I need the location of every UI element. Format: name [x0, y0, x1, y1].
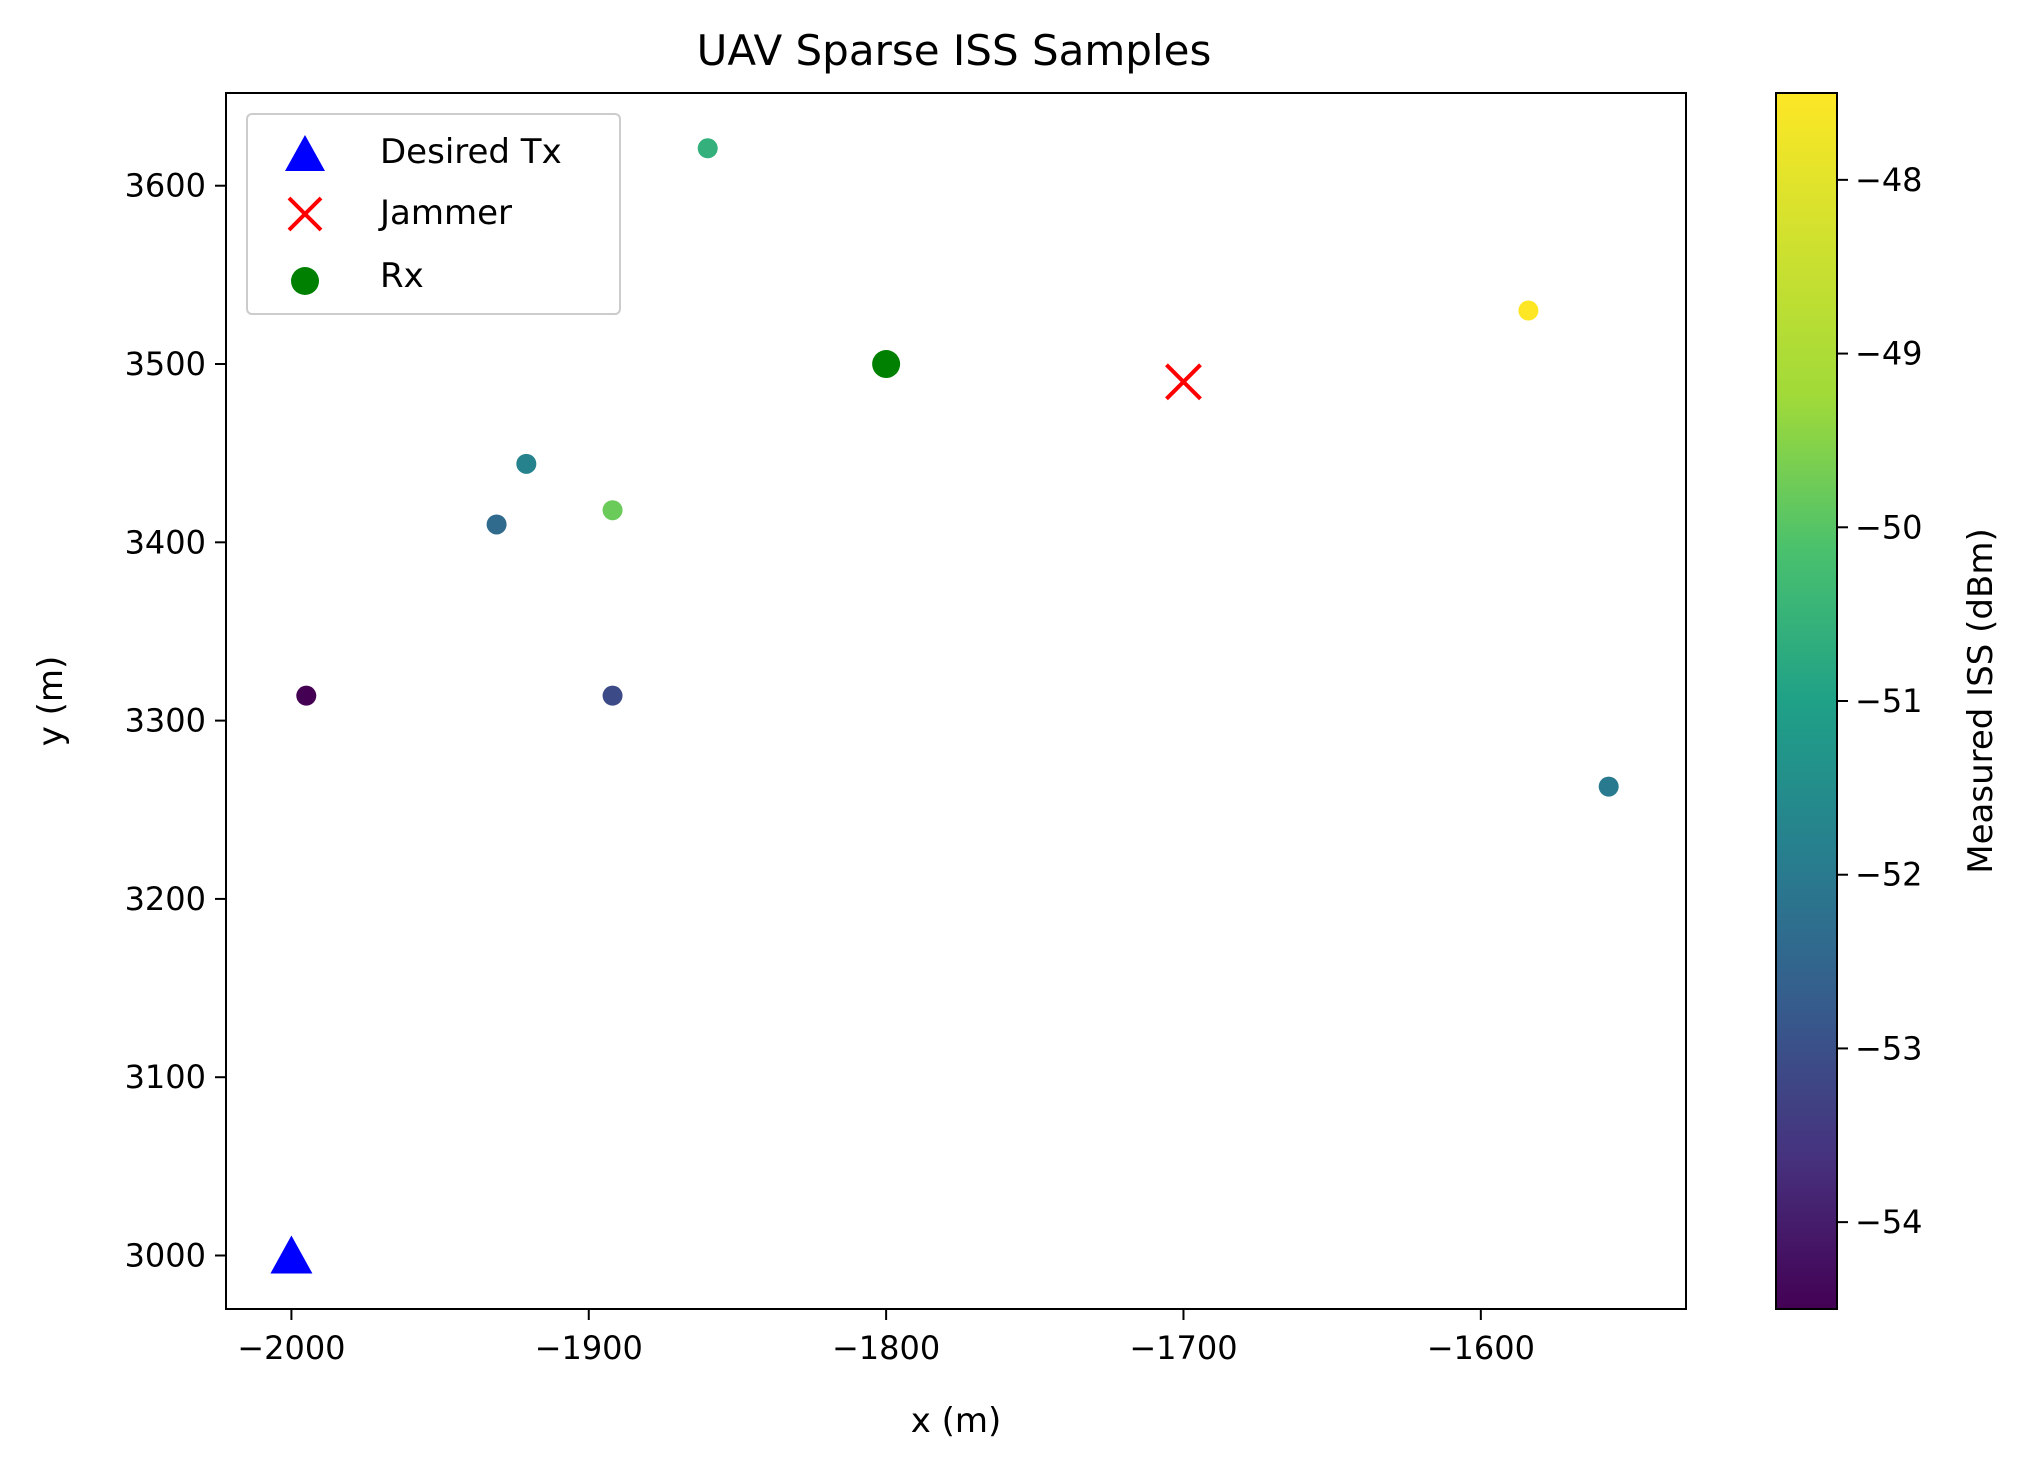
sample-point: [697, 138, 718, 159]
sample-point: [516, 453, 537, 474]
x-tick-label: −1800: [832, 1329, 940, 1367]
legend-marker-rx: [291, 267, 319, 295]
legend-frame: [246, 113, 621, 315]
y-tick-label: 3500: [125, 345, 206, 383]
chart-title: UAV Sparse ISS Samples: [697, 26, 1212, 75]
sample-point: [602, 500, 623, 521]
desired-tx-marker: [270, 1235, 313, 1274]
legend-marker-desired-tx: [285, 135, 325, 171]
colorbar-label: Measured ISS (dBm): [1961, 528, 2001, 873]
legend-label-rx: Rx: [380, 256, 424, 296]
jammer-marker: [1165, 363, 1202, 401]
sample-point: [1598, 776, 1619, 797]
legend-marker-jammer: [287, 196, 323, 232]
y-axis-label: y (m): [31, 656, 71, 747]
x-axis-ticks: −2000 −1900 −1800 −1700 −1600: [237, 1309, 1535, 1367]
y-tick-label: 3000: [125, 1237, 206, 1275]
sample-point: [602, 685, 623, 706]
y-tick-label: 3400: [125, 523, 206, 561]
x-axis-label: x (m): [911, 1401, 1002, 1441]
colorbar-tick-label: −53: [1855, 1029, 1923, 1067]
legend-label-jammer: Jammer: [378, 193, 512, 233]
colorbar-ticks: −48 −49 −50 −51 −52 −53 −54: [1837, 161, 1923, 1241]
jammer-marker-stroke: [1165, 363, 1202, 401]
special-markers: [270, 350, 1202, 1274]
x-tick-label: −1900: [535, 1329, 643, 1367]
y-axis-ticks: 3000 3100 3200 3300 3400 3500 3600: [125, 167, 226, 1275]
y-tick-label: 3600: [125, 167, 206, 205]
colorbar-tick-label: −50: [1855, 508, 1923, 546]
iss-samples: [296, 138, 1619, 797]
rx-marker: [872, 350, 901, 379]
x-tick-label: −1700: [1129, 1329, 1237, 1367]
legend-label-desired-tx: Desired Tx: [380, 132, 562, 172]
y-tick-label: 3200: [125, 880, 206, 918]
colorbar: −48 −49 −50 −51 −52 −53 −54 Measured ISS (dBm): [1775, 92, 2001, 1310]
colorbar-tick-label: −52: [1855, 856, 1923, 894]
y-tick-label: 3100: [125, 1058, 206, 1096]
colorbar-gradient: [1775, 92, 1838, 1310]
sample-point: [1518, 300, 1539, 321]
legend: Desired Tx Jammer Rx: [246, 113, 621, 315]
colorbar-tick-label: −48: [1855, 161, 1923, 199]
sample-point: [296, 685, 317, 706]
colorbar-tick-label: −54: [1855, 1203, 1923, 1241]
sample-point: [486, 514, 507, 535]
colorbar-tick-label: −49: [1855, 335, 1923, 373]
x-tick-label: −2000: [237, 1329, 345, 1367]
colorbar-tick-label: −51: [1855, 682, 1923, 720]
y-tick-label: 3300: [125, 702, 206, 740]
x-tick-label: −1600: [1427, 1329, 1535, 1367]
plot-area-frame: [225, 92, 1687, 1310]
